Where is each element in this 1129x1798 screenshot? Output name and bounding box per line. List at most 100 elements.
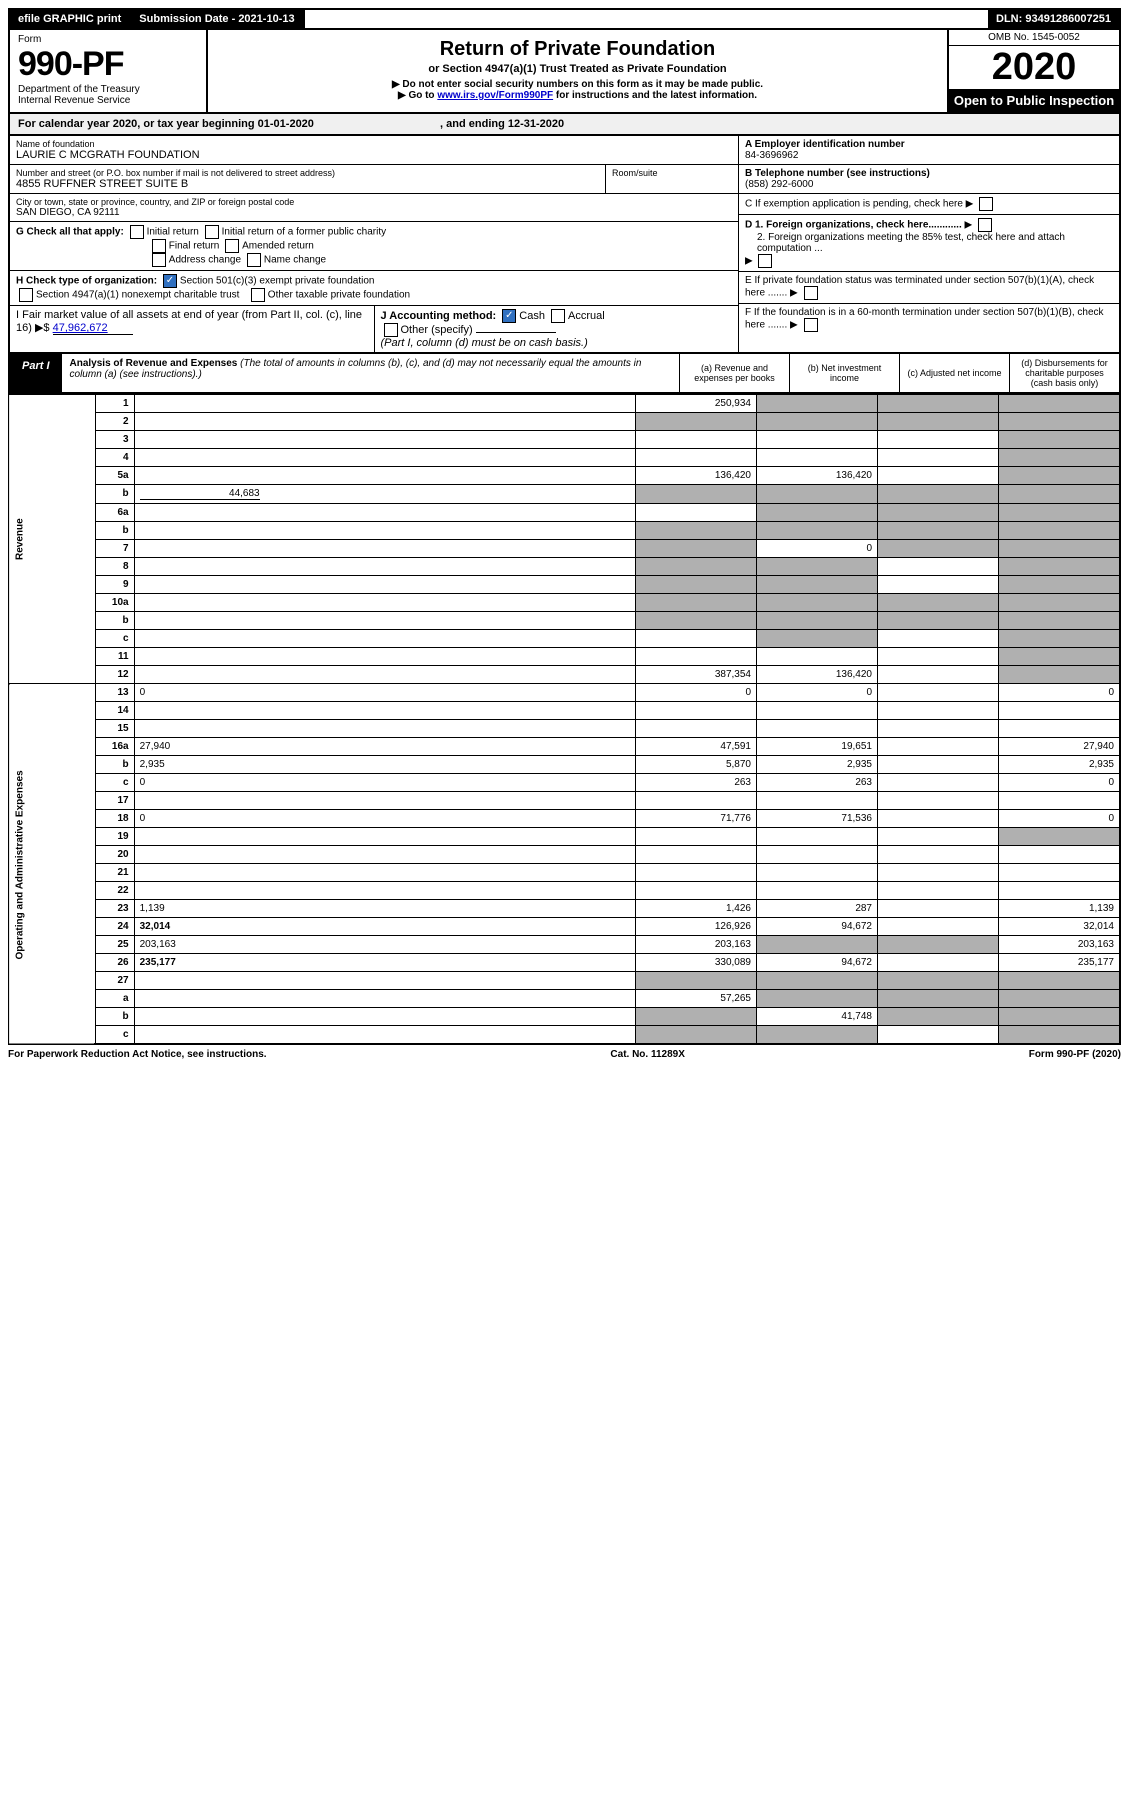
- line-description: [134, 522, 635, 540]
- value-cell-a: [636, 1026, 757, 1045]
- foundation-address: 4855 RUFFNER STREET SUITE B: [16, 178, 599, 190]
- line-description: [134, 540, 635, 558]
- line-description: [134, 467, 635, 485]
- value-cell-a: 57,265: [636, 990, 757, 1008]
- value-cell-a: [636, 540, 757, 558]
- fmv-value[interactable]: 47,962,672: [53, 322, 133, 335]
- table-row: b: [9, 612, 1120, 630]
- h-opt-4947: Section 4947(a)(1) nonexempt charitable …: [36, 290, 239, 301]
- line-number: 18: [95, 810, 134, 828]
- 501c3-checkbox[interactable]: [163, 274, 177, 288]
- final-return-checkbox[interactable]: [152, 239, 166, 253]
- value-cell-c: [878, 738, 999, 756]
- other-taxable-checkbox[interactable]: [251, 288, 265, 302]
- d2-checkbox[interactable]: [758, 254, 772, 268]
- value-cell-a: [636, 720, 757, 738]
- value-cell-b: 0: [757, 684, 878, 702]
- ssn-warning: ▶ Do not enter social security numbers o…: [214, 79, 941, 90]
- form990pf-link[interactable]: www.irs.gov/Form990PF: [437, 90, 553, 101]
- value-cell-b: [757, 485, 878, 504]
- line-description: 203,163: [134, 936, 635, 954]
- form-header: Form 990-PF Department of the Treasury I…: [8, 30, 1121, 114]
- table-row: b: [9, 522, 1120, 540]
- c-checkbox[interactable]: [979, 197, 993, 211]
- value-cell-d: [999, 612, 1121, 630]
- table-row: 3: [9, 431, 1120, 449]
- value-cell-a: [636, 431, 757, 449]
- value-cell-b: 71,536: [757, 810, 878, 828]
- d2-label: 2. Foreign organizations meeting the 85%…: [745, 232, 1113, 254]
- value-cell-d: 0: [999, 774, 1121, 792]
- table-row: 20: [9, 846, 1120, 864]
- value-cell-b: [757, 990, 878, 1008]
- value-cell-a: [636, 972, 757, 990]
- cal-year-end: , and ending 12-31-2020: [440, 118, 564, 130]
- address-change-checkbox[interactable]: [152, 253, 166, 267]
- value-cell-a: [636, 594, 757, 612]
- goto-pre: ▶ Go to: [398, 90, 437, 101]
- value-cell-c: [878, 467, 999, 485]
- irs-label: Internal Revenue Service: [18, 95, 198, 106]
- table-row: 2: [9, 413, 1120, 431]
- line-description: [134, 882, 635, 900]
- line-number: 19: [95, 828, 134, 846]
- name-change-checkbox[interactable]: [247, 253, 261, 267]
- value-cell-b: 19,651: [757, 738, 878, 756]
- value-cell-d: [999, 702, 1121, 720]
- h-opt-501c3: Section 501(c)(3) exempt private foundat…: [180, 276, 375, 287]
- col-c-header: (c) Adjusted net income: [899, 354, 1009, 392]
- value-cell-c: [878, 900, 999, 918]
- part1-header: Part I Analysis of Revenue and Expenses …: [8, 354, 1121, 394]
- 4947-checkbox[interactable]: [19, 288, 33, 302]
- value-cell-b: [757, 1026, 878, 1045]
- value-cell-a: 5,870: [636, 756, 757, 774]
- line-description: 1,139: [134, 900, 635, 918]
- value-cell-c: [878, 972, 999, 990]
- value-cell-b: [757, 558, 878, 576]
- e-checkbox[interactable]: [804, 286, 818, 300]
- table-row: Revenue1250,934: [9, 395, 1120, 413]
- table-row: Operating and Administrative Expenses130…: [9, 684, 1120, 702]
- initial-return-checkbox[interactable]: [130, 225, 144, 239]
- value-cell-d: [999, 467, 1121, 485]
- line-number: 12: [95, 666, 134, 684]
- d1-checkbox[interactable]: [978, 218, 992, 232]
- form-label: Form: [18, 34, 198, 45]
- value-cell-b: 136,420: [757, 666, 878, 684]
- line-number: 10a: [95, 594, 134, 612]
- value-cell-b: 287: [757, 900, 878, 918]
- value-cell-b: 0: [757, 540, 878, 558]
- submission-date-label: Submission Date - 2021-10-13: [131, 10, 304, 28]
- g-opt-final: Final return: [169, 241, 220, 252]
- other-method-checkbox[interactable]: [384, 323, 398, 337]
- f-checkbox[interactable]: [804, 318, 818, 332]
- value-cell-a: [636, 522, 757, 540]
- value-cell-a: 0: [636, 684, 757, 702]
- value-cell-a: [636, 576, 757, 594]
- amended-return-checkbox[interactable]: [225, 239, 239, 253]
- efile-print-label[interactable]: efile GRAPHIC print: [10, 10, 131, 28]
- catalog-number: Cat. No. 11289X: [610, 1049, 684, 1060]
- g-opt-initial: Initial return: [147, 227, 199, 238]
- cash-checkbox[interactable]: [502, 309, 516, 323]
- col-b-header: (b) Net investment income: [789, 354, 899, 392]
- value-cell-c: [878, 576, 999, 594]
- room-label: Room/suite: [612, 168, 732, 178]
- table-row: 12387,354136,420: [9, 666, 1120, 684]
- value-cell-a: 1,426: [636, 900, 757, 918]
- initial-former-checkbox[interactable]: [205, 225, 219, 239]
- value-cell-d: [999, 576, 1121, 594]
- value-cell-a: [636, 648, 757, 666]
- line-number: 16a: [95, 738, 134, 756]
- line-description: [134, 449, 635, 467]
- value-cell-d: [999, 522, 1121, 540]
- accrual-checkbox[interactable]: [551, 309, 565, 323]
- g-opt-addr: Address change: [169, 255, 241, 266]
- line-description: [134, 990, 635, 1008]
- line-number: 5a: [95, 467, 134, 485]
- h-label: H Check type of organization:: [16, 276, 157, 287]
- j-note: (Part I, column (d) must be on cash basi…: [381, 337, 588, 349]
- line-number: c: [95, 630, 134, 648]
- value-cell-b: [757, 792, 878, 810]
- table-row: 4: [9, 449, 1120, 467]
